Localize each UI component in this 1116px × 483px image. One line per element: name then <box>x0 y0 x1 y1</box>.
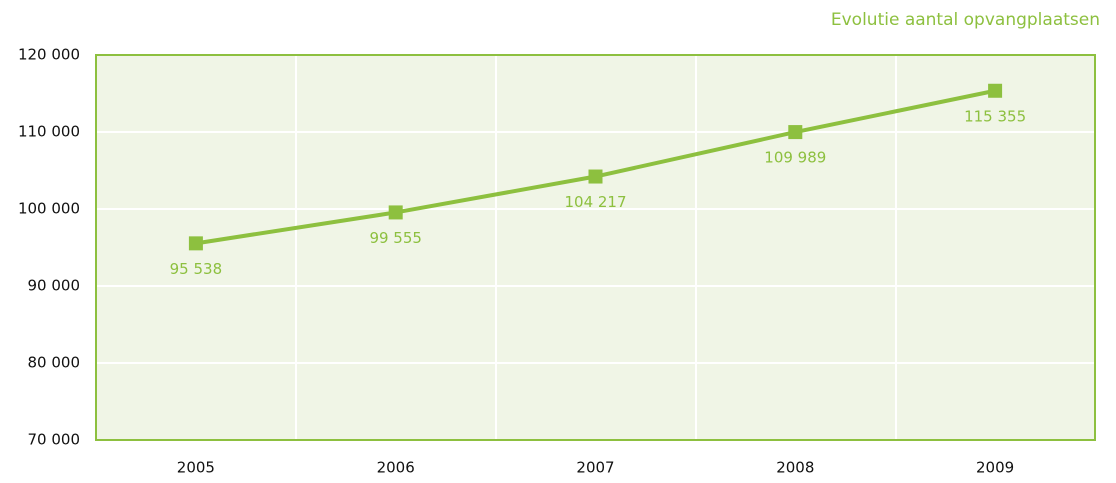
chart-title: Evolutie aantal opvangplaatsen <box>831 10 1100 30</box>
marker <box>788 125 803 140</box>
value-label: 104 217 <box>564 193 626 211</box>
value-label: 99 555 <box>369 229 422 247</box>
y-tick-label: 90 000 <box>28 277 81 295</box>
y-tick-label: 80 000 <box>28 354 81 372</box>
y-tick-label: 100 000 <box>18 200 80 218</box>
y-tick-label: 70 000 <box>28 431 81 449</box>
plot-area <box>96 55 1095 440</box>
value-label: 95 538 <box>170 260 223 278</box>
marker <box>188 236 203 251</box>
marker <box>988 83 1003 98</box>
y-tick-label: 120 000 <box>18 46 80 64</box>
x-tick-label: 2007 <box>576 459 614 477</box>
category-grid <box>295 55 897 440</box>
x-tick-label: 2006 <box>377 459 415 477</box>
value-label: 109 989 <box>764 149 826 167</box>
x-tick-label: 2008 <box>776 459 814 477</box>
x-tick-label: 2009 <box>976 459 1014 477</box>
x-tick-label: 2005 <box>177 459 215 477</box>
marker <box>388 205 403 220</box>
marker <box>588 169 603 184</box>
plot-border <box>95 54 1096 441</box>
value-label: 115 355 <box>964 107 1026 125</box>
y-tick-label: 110 000 <box>18 123 80 141</box>
